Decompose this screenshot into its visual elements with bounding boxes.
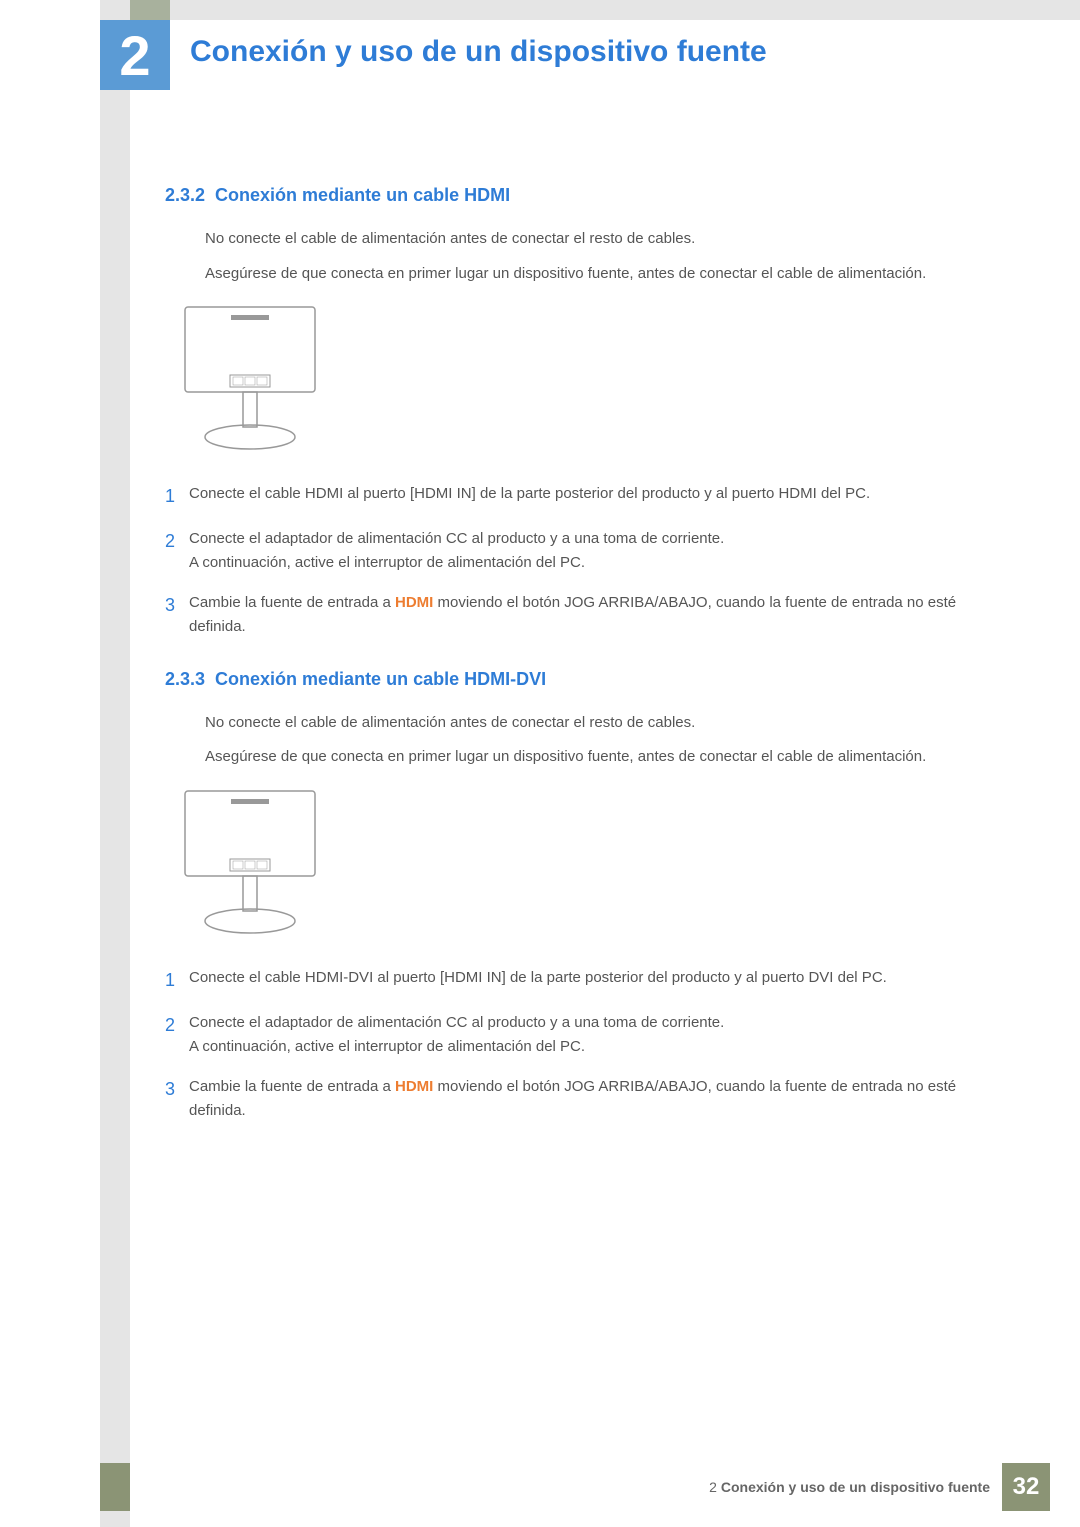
page-footer: 2 Conexión y uso de un dispositivo fuent… <box>709 1463 1050 1511</box>
section-heading-232: 2.3.2 Conexión mediante un cable HDMI <box>165 185 985 206</box>
monitor-diagram-icon <box>175 781 985 946</box>
section-title: Conexión mediante un cable HDMI <box>215 185 510 205</box>
chapter-number: 2 <box>119 23 150 88</box>
left-sidebar-bar <box>100 0 130 1527</box>
warning-text-4: Asegúrese de que conecta en primer lugar… <box>205 746 985 769</box>
section-title: Conexión mediante un cable HDMI-DVI <box>215 669 546 689</box>
section-number: 2.3.3 <box>165 669 205 689</box>
step-number: 2 <box>165 1011 189 1059</box>
step-item: 2 Conecte el adaptador de alimentación C… <box>165 1011 985 1059</box>
step-text: Conecte el cable HDMI-DVI al puerto [HDM… <box>189 966 985 995</box>
chapter-title: Conexión y uso de un dispositivo fuente <box>190 35 767 69</box>
step-text: Conecte el adaptador de alimentación CC … <box>189 527 985 575</box>
step-number: 1 <box>165 966 189 995</box>
steps-list-1: 1 Conecte el cable HDMI al puerto [HDMI … <box>165 482 985 639</box>
step-item: 1 Conecte el cable HDMI-DVI al puerto [H… <box>165 966 985 995</box>
step-item: 3 Cambie la fuente de entrada a HDMI mov… <box>165 591 985 639</box>
page-content: 2.3.2 Conexión mediante un cable HDMI No … <box>165 185 985 1139</box>
steps-list-2: 1 Conecte el cable HDMI-DVI al puerto [H… <box>165 966 985 1123</box>
hdmi-highlight: HDMI <box>395 1078 433 1095</box>
monitor-diagram-icon <box>175 297 985 462</box>
warning-text-1: No conecte el cable de alimentación ante… <box>205 228 985 251</box>
section-heading-233: 2.3.3 Conexión mediante un cable HDMI-DVI <box>165 669 985 690</box>
top-decoration <box>100 0 1080 20</box>
step-item: 2 Conecte el adaptador de alimentación C… <box>165 527 985 575</box>
step-item: 1 Conecte el cable HDMI al puerto [HDMI … <box>165 482 985 511</box>
chapter-number-badge: 2 <box>100 20 170 90</box>
footer-chapter-ref: 2 Conexión y uso de un dispositivo fuent… <box>709 1479 990 1495</box>
step-text: Conecte el adaptador de alimentación CC … <box>189 1011 985 1059</box>
step-text: Cambie la fuente de entrada a HDMI movie… <box>189 1075 985 1123</box>
step-text: Cambie la fuente de entrada a HDMI movie… <box>189 591 985 639</box>
top-bar-gray <box>170 0 1080 20</box>
step-text: Conecte el cable HDMI al puerto [HDMI IN… <box>189 482 985 511</box>
page-number-badge: 32 <box>1002 1463 1050 1511</box>
step-number: 1 <box>165 482 189 511</box>
warning-text-3: No conecte el cable de alimentación ante… <box>205 712 985 735</box>
step-number: 2 <box>165 527 189 575</box>
step-number: 3 <box>165 591 189 639</box>
warning-text-2: Asegúrese de que conecta en primer lugar… <box>205 263 985 286</box>
footer-left-accent <box>100 1463 130 1511</box>
page-number: 32 <box>1013 1473 1040 1501</box>
section-number: 2.3.2 <box>165 185 205 205</box>
hdmi-highlight: HDMI <box>395 594 433 611</box>
step-number: 3 <box>165 1075 189 1123</box>
step-item: 3 Cambie la fuente de entrada a HDMI mov… <box>165 1075 985 1123</box>
